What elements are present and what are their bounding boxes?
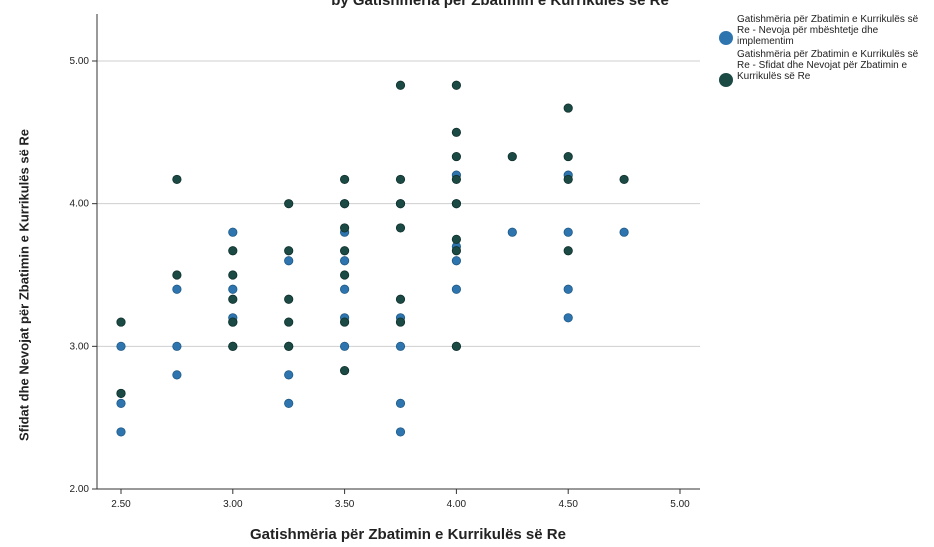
y-tick-label-1: 3.00 bbox=[70, 341, 90, 352]
legend-marker-series-2 bbox=[719, 73, 733, 87]
y-tick-label-3: 5.00 bbox=[70, 56, 90, 67]
series-1-point-38 bbox=[619, 227, 629, 237]
series-2-point-0 bbox=[116, 317, 126, 327]
series-1-point-29 bbox=[451, 256, 461, 266]
y-axis-title: Sfidat dhe Nevojat për Zbatimin e Kurrik… bbox=[16, 128, 32, 442]
y-tick-label-2: 4.00 bbox=[70, 199, 90, 210]
series-2-point-39 bbox=[563, 246, 573, 256]
data-points bbox=[116, 80, 629, 437]
series-2-point-31 bbox=[451, 199, 461, 209]
series-1-point-12 bbox=[284, 256, 294, 266]
series-2-point-14 bbox=[339, 174, 350, 185]
series-1-point-20 bbox=[339, 341, 350, 351]
series-1-point-4 bbox=[172, 284, 182, 294]
series-1-point-33 bbox=[507, 227, 517, 237]
series-2-point-5 bbox=[228, 294, 238, 304]
series-2-point-1 bbox=[116, 388, 126, 399]
series-2-point-8 bbox=[228, 270, 238, 280]
series-2-point-3 bbox=[172, 270, 182, 280]
series-1-point-25 bbox=[395, 427, 406, 437]
series-2-point-40 bbox=[619, 174, 629, 185]
series-2-point-9 bbox=[284, 199, 294, 209]
series-2-point-38 bbox=[563, 174, 573, 185]
series-1-point-1 bbox=[116, 398, 126, 408]
chart-title: by Gatishmëria për Zbatimin e Kurrikulës… bbox=[331, 0, 669, 9]
series-2-point-11 bbox=[284, 294, 294, 304]
series-2-point-7 bbox=[228, 341, 238, 351]
series-2-point-15 bbox=[339, 199, 350, 209]
series-2-point-10 bbox=[284, 246, 294, 256]
axis-ticks: 2.00 3.00 4.00 5.00 2.50 3.00 3.50 4.00 4.50 5.00 bbox=[70, 56, 691, 510]
series-1-point-6 bbox=[172, 370, 182, 380]
x-tick-label-0: 2.50 bbox=[111, 499, 131, 510]
series-1-point-8 bbox=[228, 284, 238, 294]
y-tick-label-0: 2.00 bbox=[70, 484, 90, 495]
legend-item-series-2: Gatishmëria për Zbatimin e Kurrikulës së… bbox=[715, 49, 930, 87]
series-2-point-27 bbox=[451, 80, 461, 90]
legend: Gatishmëria për Zbatimin e Kurrikulës së… bbox=[715, 14, 930, 87]
series-2-point-37 bbox=[563, 151, 573, 162]
series-2-point-20 bbox=[339, 365, 350, 376]
series-2-point-29 bbox=[451, 151, 461, 162]
series-1-point-24 bbox=[395, 398, 406, 408]
x-tick-label-2: 3.50 bbox=[335, 499, 355, 510]
series-1-point-23 bbox=[395, 341, 406, 351]
series-2-point-28 bbox=[451, 127, 461, 137]
series-2-point-30 bbox=[451, 174, 461, 185]
series-1-point-5 bbox=[172, 341, 182, 351]
x-axis-title: Gatishmëria për Zbatimin e Kurrikulës së… bbox=[250, 526, 566, 543]
series-1-point-19 bbox=[339, 284, 350, 294]
series-2-point-23 bbox=[395, 199, 406, 209]
legend-label-series-2: Gatishmëria për Zbatimin e Kurrikulës së… bbox=[737, 49, 919, 82]
series-1-point-18 bbox=[339, 256, 350, 266]
series-2-point-21 bbox=[395, 80, 406, 90]
x-tick-label-5: 5.00 bbox=[670, 499, 690, 510]
series-1-point-35 bbox=[563, 227, 573, 237]
series-2-point-36 bbox=[563, 103, 573, 113]
series-2-point-22 bbox=[395, 174, 406, 185]
series-2-point-6 bbox=[228, 317, 238, 327]
series-2-point-16 bbox=[339, 223, 350, 233]
legend-item-series-1: Gatishmëria për Zbatimin e Kurrikulës së… bbox=[715, 14, 930, 47]
series-1-point-36 bbox=[563, 284, 573, 294]
series-2-point-24 bbox=[395, 223, 406, 233]
x-tick-label-3: 4.00 bbox=[447, 499, 467, 510]
x-tick-label-4: 4.50 bbox=[558, 499, 578, 510]
series-1-point-14 bbox=[284, 370, 294, 380]
plot-area bbox=[97, 14, 700, 489]
legend-label-series-1: Gatishmëria për Zbatimin e Kurrikulës së… bbox=[737, 14, 919, 47]
series-2-point-4 bbox=[228, 246, 238, 256]
x-tick-label-1: 3.00 bbox=[223, 499, 243, 510]
series-2-point-32 bbox=[451, 234, 461, 244]
series-2-point-2 bbox=[172, 174, 182, 185]
series-1-point-2 bbox=[116, 427, 126, 437]
series-2-point-19 bbox=[339, 317, 350, 327]
series-2-point-12 bbox=[284, 317, 294, 327]
series-1-point-0 bbox=[116, 341, 126, 351]
legend-marker-series-1 bbox=[719, 31, 733, 45]
series-2-point-33 bbox=[451, 246, 461, 256]
series-1-point-37 bbox=[563, 313, 573, 323]
series-2-point-13 bbox=[284, 341, 294, 351]
series-2-point-17 bbox=[339, 246, 350, 256]
series-2-point-34 bbox=[451, 341, 461, 351]
series-1-point-30 bbox=[451, 284, 461, 294]
series-1-point-7 bbox=[228, 227, 238, 237]
series-2-point-35 bbox=[507, 151, 517, 162]
series-2-point-18 bbox=[339, 270, 350, 280]
series-2-point-25 bbox=[395, 294, 406, 304]
series-2-point-26 bbox=[395, 317, 406, 327]
series-1-point-15 bbox=[284, 398, 294, 408]
